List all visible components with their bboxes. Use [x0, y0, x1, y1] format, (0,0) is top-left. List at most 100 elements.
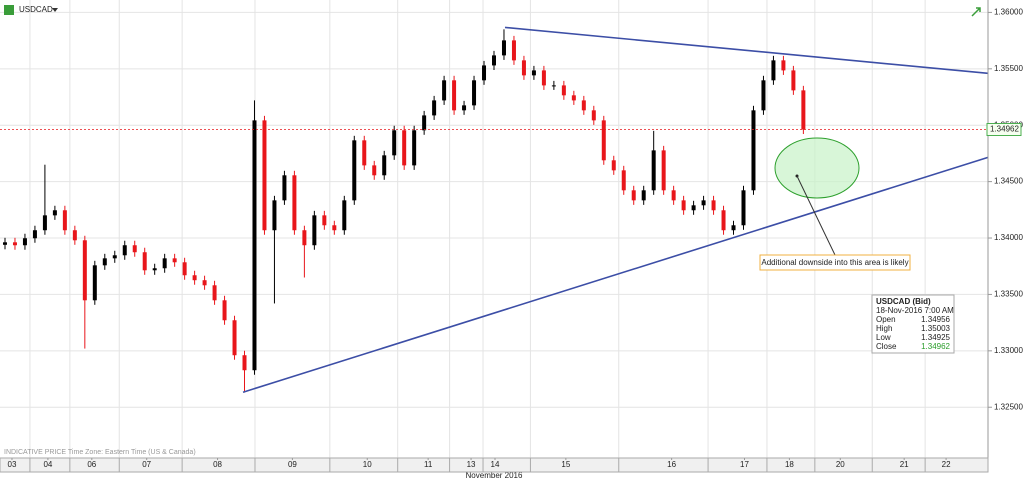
candle-body [711, 200, 716, 211]
candle-body [422, 115, 427, 131]
candle-body [322, 215, 327, 226]
x-tick-label: 04 [43, 460, 52, 469]
trendline [504, 26, 989, 75]
target-area [774, 137, 860, 199]
candle-body [202, 280, 207, 286]
candle-body [132, 245, 137, 253]
x-tick-label: 11 [424, 460, 433, 469]
candle-body [72, 230, 77, 241]
candle-body [462, 105, 467, 111]
candle-body [52, 210, 57, 216]
candle-body [801, 90, 806, 130]
candle-body [701, 200, 706, 206]
symbol-title[interactable]: USDCAD [19, 5, 53, 14]
candle-body [771, 60, 776, 81]
candle-body [501, 40, 506, 56]
info-label: Close [876, 342, 897, 351]
candle-body [791, 70, 796, 91]
candle-body [631, 190, 636, 201]
y-axis-area [988, 0, 1024, 481]
candle-body [731, 225, 736, 231]
candle-body [82, 240, 87, 301]
candle-body [561, 85, 566, 96]
y-tick-label: 1.36000 [994, 8, 1023, 17]
y-tick-label: 1.33500 [994, 290, 1023, 299]
candle-body [721, 210, 726, 231]
candle-body [781, 60, 786, 71]
annotation-text: Additional downside into this area is li… [761, 258, 908, 267]
candle-body [392, 130, 397, 156]
candle-body [122, 245, 127, 256]
candle-body [611, 160, 616, 171]
candle-body [262, 120, 267, 231]
candle-body [332, 225, 337, 231]
candle-body [402, 130, 407, 166]
candle-body [162, 258, 167, 269]
x-tick-label: 20 [836, 460, 845, 469]
expand-icon[interactable] [971, 7, 981, 17]
y-tick-label: 1.33000 [994, 346, 1023, 355]
candle-body [352, 140, 357, 201]
info-label: Open [876, 315, 896, 324]
x-tick-label: 07 [142, 460, 151, 469]
candle-body [482, 65, 487, 81]
candle-body [671, 190, 676, 201]
candle-body [62, 210, 67, 231]
candle-body [571, 95, 576, 101]
x-tick-label: 03 [8, 460, 17, 469]
candle-body [232, 320, 237, 356]
plot [0, 26, 989, 393]
x-tick-label: 17 [740, 460, 749, 469]
candle-body [2, 242, 7, 245]
candle-body [601, 120, 606, 161]
candle-body [312, 215, 317, 246]
symbol-icon[interactable] [4, 5, 14, 15]
price-note: INDICATIVE PRICE Time Zone: Eastern Time… [4, 449, 196, 456]
candle-body [32, 230, 37, 239]
candle-body [212, 285, 217, 301]
candle-body [432, 100, 437, 116]
candle-body [581, 100, 586, 111]
x-tick-label: 09 [288, 460, 297, 469]
candle-body [761, 80, 766, 111]
last-price-label: 1.34962 [990, 125, 1019, 134]
x-tick-label: 15 [561, 460, 570, 469]
info-box [871, 294, 955, 354]
dropdown-arrow[interactable] [52, 8, 58, 12]
x-tick-label: 14 [491, 460, 500, 469]
candle-body [741, 190, 746, 226]
candle-body [222, 300, 227, 321]
y-tick-label: 1.34500 [994, 177, 1023, 186]
candle-body [591, 110, 596, 121]
x-tick-label: 06 [87, 460, 96, 469]
candle-body [92, 265, 97, 301]
candle-body [531, 70, 536, 76]
info-value: 1.34956 [921, 315, 950, 324]
last-price-box [986, 123, 1022, 137]
candle-body [112, 255, 117, 259]
trendline [242, 156, 989, 393]
x-tick-label: 21 [900, 460, 909, 469]
info-label: Low [876, 333, 891, 342]
candle-body [362, 140, 367, 166]
y-tick-label: 1.35500 [994, 64, 1023, 73]
info-label: High [876, 324, 892, 333]
arrow-line [796, 175, 836, 256]
candle-body [492, 55, 496, 66]
x-tick-label: 08 [213, 460, 222, 469]
candle-body [521, 60, 526, 76]
x-tick-label: 16 [667, 460, 676, 469]
candle-body [651, 150, 656, 191]
candle-body [22, 238, 27, 246]
candle-body [621, 170, 626, 191]
info-value: 1.35003 [921, 324, 950, 333]
x-tick-label: 13 [467, 460, 476, 469]
candle-body [511, 40, 516, 61]
candle-body [691, 205, 696, 211]
annotation-box [759, 254, 911, 271]
y-tick-label: 1.34000 [994, 233, 1023, 242]
candle-body [252, 120, 257, 371]
candle-body [342, 200, 347, 231]
